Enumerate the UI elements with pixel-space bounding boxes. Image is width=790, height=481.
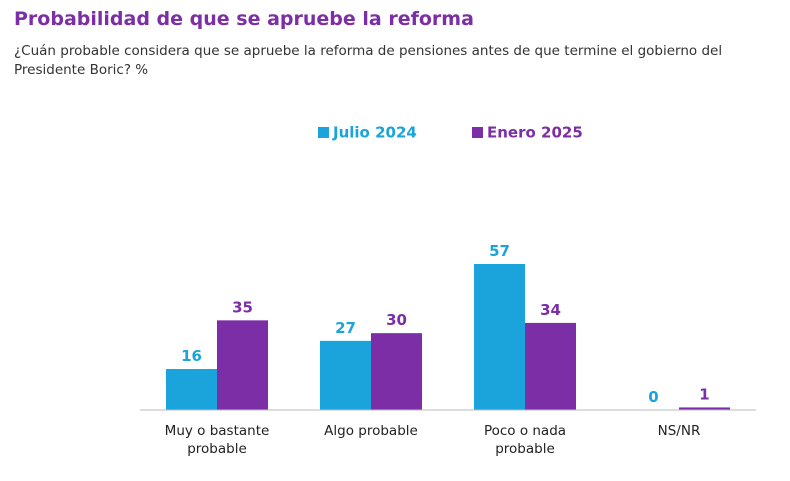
bar bbox=[217, 320, 268, 410]
x-tick-label: Poco o nada probable bbox=[483, 423, 567, 457]
chart-subtitle: ¿Cuán probable considera que se apruebe … bbox=[14, 43, 723, 78]
value-label: 1 bbox=[699, 385, 709, 403]
legend-label: Enero 2025 bbox=[487, 124, 583, 142]
value-label: 35 bbox=[232, 298, 253, 316]
value-label: 27 bbox=[335, 319, 356, 337]
bar bbox=[679, 407, 730, 410]
x-tick-label: Algo probable bbox=[324, 423, 418, 439]
value-label: 57 bbox=[489, 242, 510, 260]
value-label: 34 bbox=[540, 301, 561, 319]
x-tick-label: NS/NR bbox=[657, 423, 701, 439]
legend-label: Julio 2024 bbox=[332, 124, 417, 142]
legend-swatch bbox=[318, 127, 329, 138]
bar bbox=[320, 340, 371, 410]
value-label: 30 bbox=[386, 311, 407, 329]
value-label: 16 bbox=[181, 347, 202, 365]
bar bbox=[525, 322, 576, 410]
legend-swatch bbox=[472, 127, 483, 138]
bar bbox=[166, 369, 217, 410]
bar bbox=[371, 333, 422, 410]
chart-title: Probabilidad de que se apruebe la reform… bbox=[14, 8, 474, 30]
value-label: 0 bbox=[648, 388, 658, 406]
bar bbox=[474, 264, 525, 410]
x-tick-label: Muy o bastante probable bbox=[164, 423, 270, 457]
